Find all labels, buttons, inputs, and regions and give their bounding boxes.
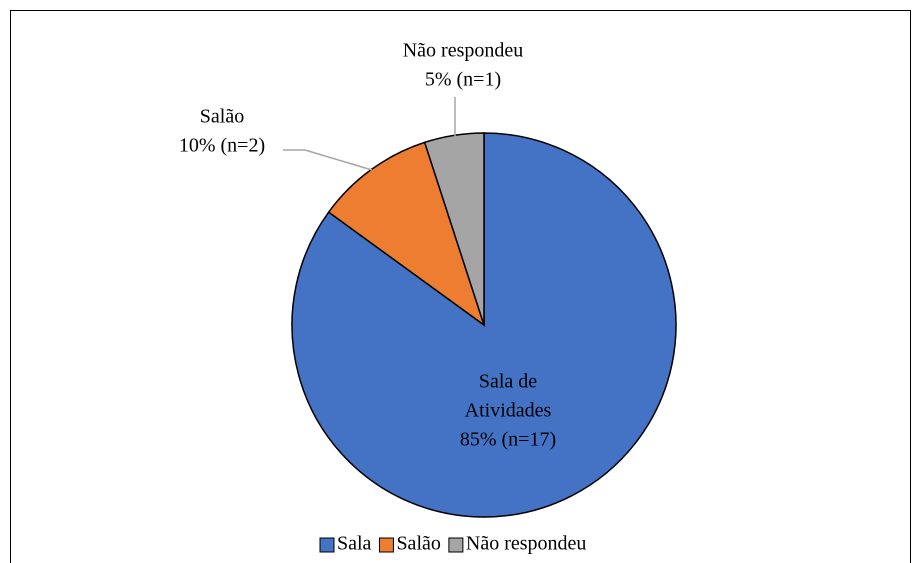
legend-swatch	[378, 537, 394, 553]
slice-label: Não respondeu	[403, 40, 524, 62]
chart-border	[10, 10, 911, 563]
slice-label: Atividades	[465, 400, 552, 422]
leader-line	[283, 149, 373, 171]
data-label: 10% (n=2)	[179, 135, 265, 157]
legend-label: Salão	[396, 533, 440, 555]
legend-label: Sala	[337, 533, 372, 555]
legend-swatch	[319, 537, 335, 553]
data-label: 85% (n=17)	[460, 429, 556, 451]
pie-slice	[423, 132, 485, 326]
legend-swatch	[448, 537, 464, 553]
data-label: 5% (n=1)	[425, 69, 501, 91]
slice-label: Sala de	[479, 371, 537, 393]
legend-label: Não respondeu	[466, 533, 587, 555]
slice-label: Salão	[200, 106, 244, 128]
